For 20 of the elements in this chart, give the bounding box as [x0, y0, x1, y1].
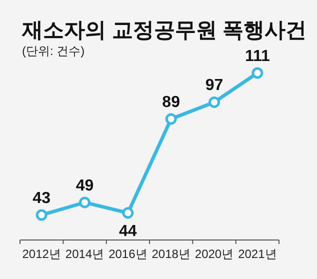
data-label: 97	[205, 77, 224, 94]
chart-title: 재소자의 교정공무원 폭행사건	[21, 19, 307, 42]
point	[208, 96, 220, 108]
point	[252, 67, 264, 79]
data-label: 44	[119, 222, 137, 240]
data-label: 49	[76, 177, 94, 194]
x-tick-label: 2020년	[194, 247, 234, 261]
point	[36, 209, 48, 221]
data-label: 43	[32, 190, 51, 207]
x-tick-label: 2014년	[65, 247, 104, 261]
x-tick-label: 2021년	[238, 247, 277, 261]
point	[122, 207, 134, 219]
point	[79, 196, 90, 208]
data-label: 111	[244, 48, 270, 65]
x-tick-label: 2016년	[108, 247, 148, 261]
x-tick-label: 2012년	[22, 247, 61, 261]
x-tick-label: 2018년	[152, 247, 190, 261]
chart-subtitle: (단위: 건수)	[22, 44, 85, 58]
point	[165, 113, 177, 125]
data-label: 89	[162, 94, 180, 111]
